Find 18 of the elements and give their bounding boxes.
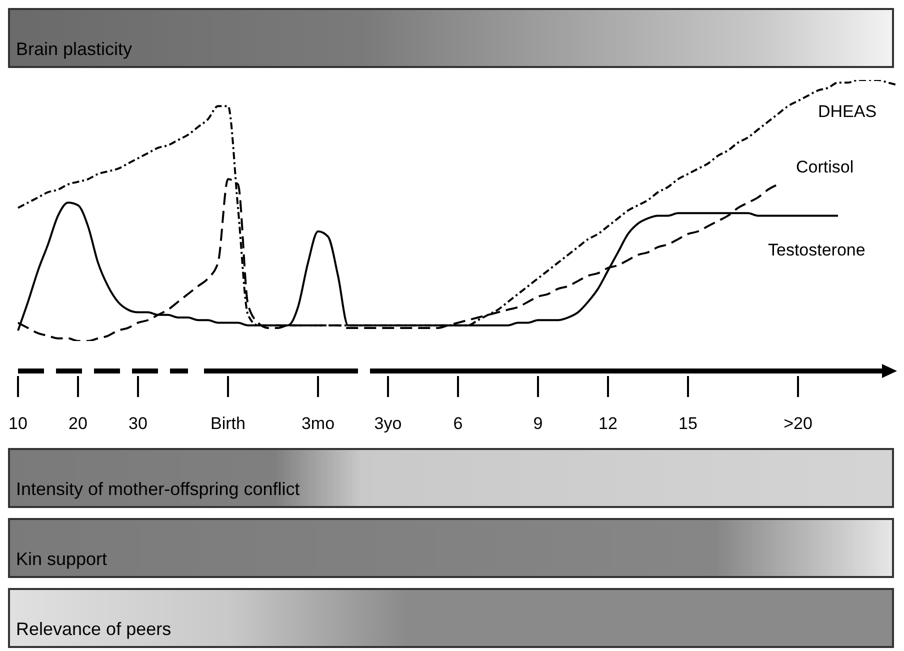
x-tick-label: 6 xyxy=(453,414,463,433)
gradient-panel: Kin support xyxy=(8,518,894,578)
x-tick-label: 10 xyxy=(8,414,28,433)
x-tick-label: 12 xyxy=(598,414,618,433)
x-tick-label: >20 xyxy=(784,414,812,433)
x-tick-label: 9 xyxy=(533,414,543,433)
x-tick-label: 30 xyxy=(128,414,148,433)
x-tick-label: Birth xyxy=(210,414,246,433)
gradient-panel: Intensity of mother-offspring conflict xyxy=(8,448,894,508)
series-label: Testosterone xyxy=(768,240,866,260)
gradient-panel: Relevance of peers xyxy=(8,588,894,648)
x-tick-label: 20 xyxy=(68,414,88,433)
series-label: DHEAS xyxy=(818,102,877,122)
x-tick-label: 3mo xyxy=(301,414,335,433)
series-label: Cortisol xyxy=(796,157,854,176)
gradient-panel: Brain plasticity xyxy=(8,8,894,68)
x-tick-label: 3yo xyxy=(374,414,402,433)
x-tick-label: 15 xyxy=(678,414,698,433)
